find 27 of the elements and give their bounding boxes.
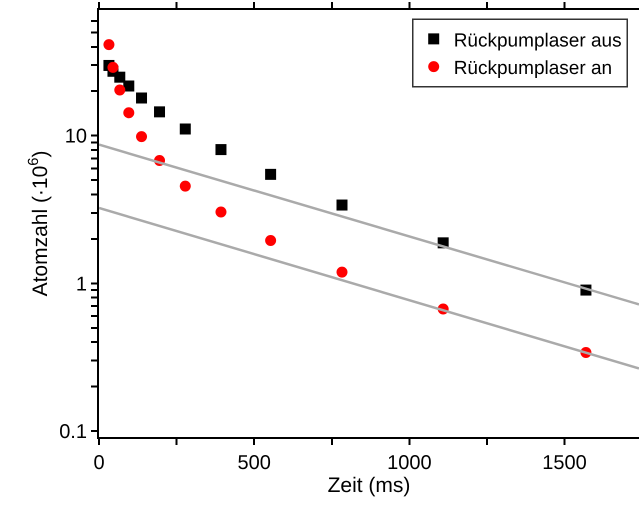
- point: [107, 62, 118, 73]
- point: [265, 235, 276, 246]
- x-tick-label: 1500: [542, 452, 587, 474]
- point: [114, 72, 126, 83]
- y-tick-label: 1: [76, 273, 87, 296]
- point: [136, 131, 148, 142]
- legend-label: Rückpumplaser an: [454, 58, 612, 79]
- point: [265, 168, 276, 180]
- point: [123, 107, 134, 118]
- point: [154, 106, 166, 118]
- x-tick-label: 1000: [387, 452, 432, 474]
- x-axis-title: Zeit (ms): [328, 474, 410, 497]
- y-tick-label: 0.1: [59, 420, 87, 443]
- point: [180, 123, 191, 134]
- point: [336, 200, 348, 211]
- point: [180, 180, 191, 192]
- x-tick-label: 0: [93, 452, 105, 474]
- legend-label: Rückpumplaser aus: [454, 30, 622, 52]
- y-tick-label: 10: [64, 126, 87, 148]
- point: [136, 92, 148, 104]
- point: [114, 84, 126, 96]
- point: [215, 206, 226, 218]
- point: [215, 144, 226, 156]
- point: [103, 39, 114, 50]
- point: [123, 80, 134, 92]
- x-tick-label: 500: [237, 452, 271, 474]
- point: [336, 266, 348, 278]
